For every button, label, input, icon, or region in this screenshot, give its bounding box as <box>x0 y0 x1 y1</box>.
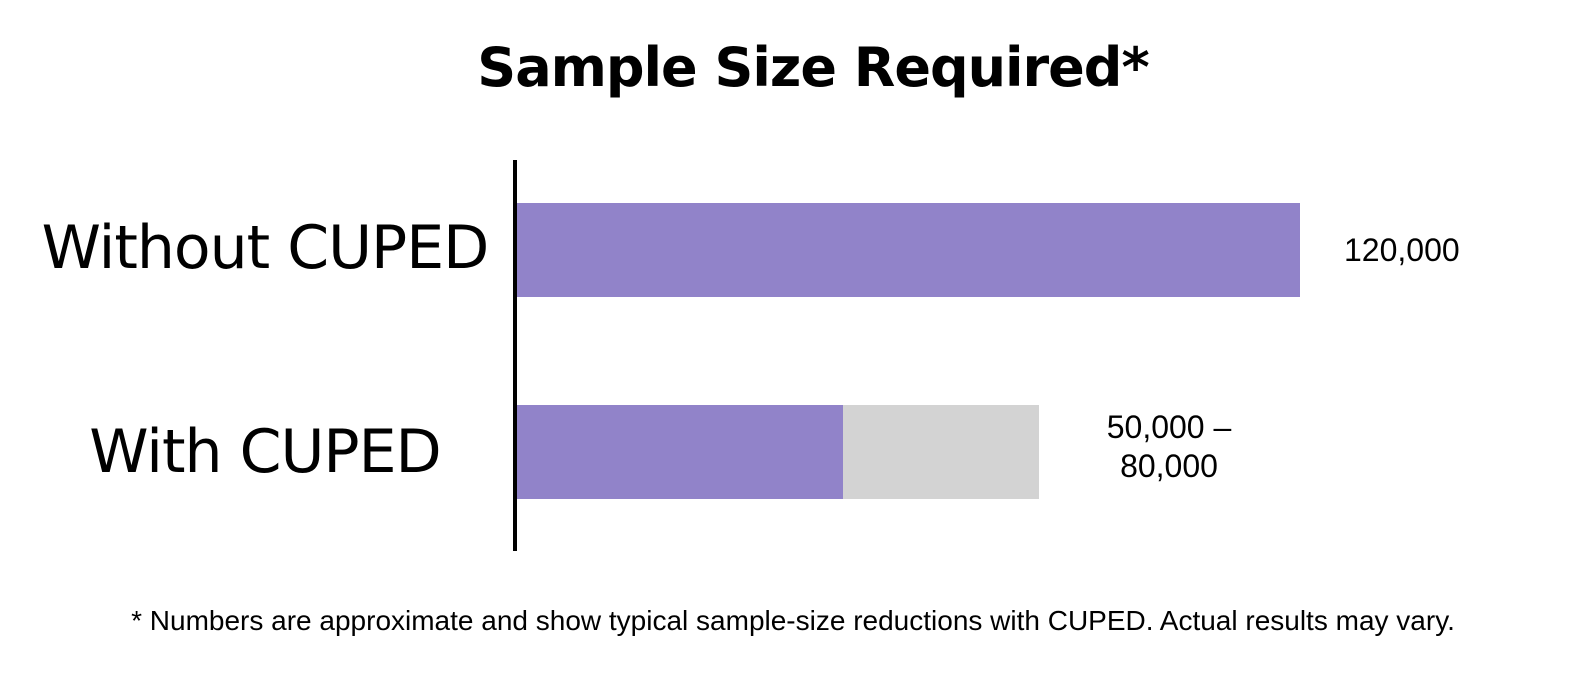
bar-row-with-cuped <box>517 405 1039 499</box>
category-label-without-cuped: Without CUPED <box>41 213 490 283</box>
y-axis-line <box>513 160 517 551</box>
value-label-with-cuped: 50,000 – 80,000 <box>1089 408 1249 486</box>
chart-title: Sample Size Required* <box>477 36 1149 99</box>
footnote: * Numbers are approximate and show typic… <box>131 605 1455 636</box>
bar-without-cuped <box>517 203 1300 297</box>
bar-with-cuped-lower <box>517 405 843 499</box>
bar-with-cuped-range-extension <box>843 405 1039 499</box>
category-label-with-cuped: With CUPED <box>89 417 441 487</box>
bar-row-without-cuped <box>517 203 1300 297</box>
value-label-with-cuped-line1: 50,000 – <box>1106 409 1232 445</box>
value-label-with-cuped-line2: 80,000 <box>1120 448 1218 484</box>
value-label-without-cuped: 120,000 <box>1344 232 1460 268</box>
